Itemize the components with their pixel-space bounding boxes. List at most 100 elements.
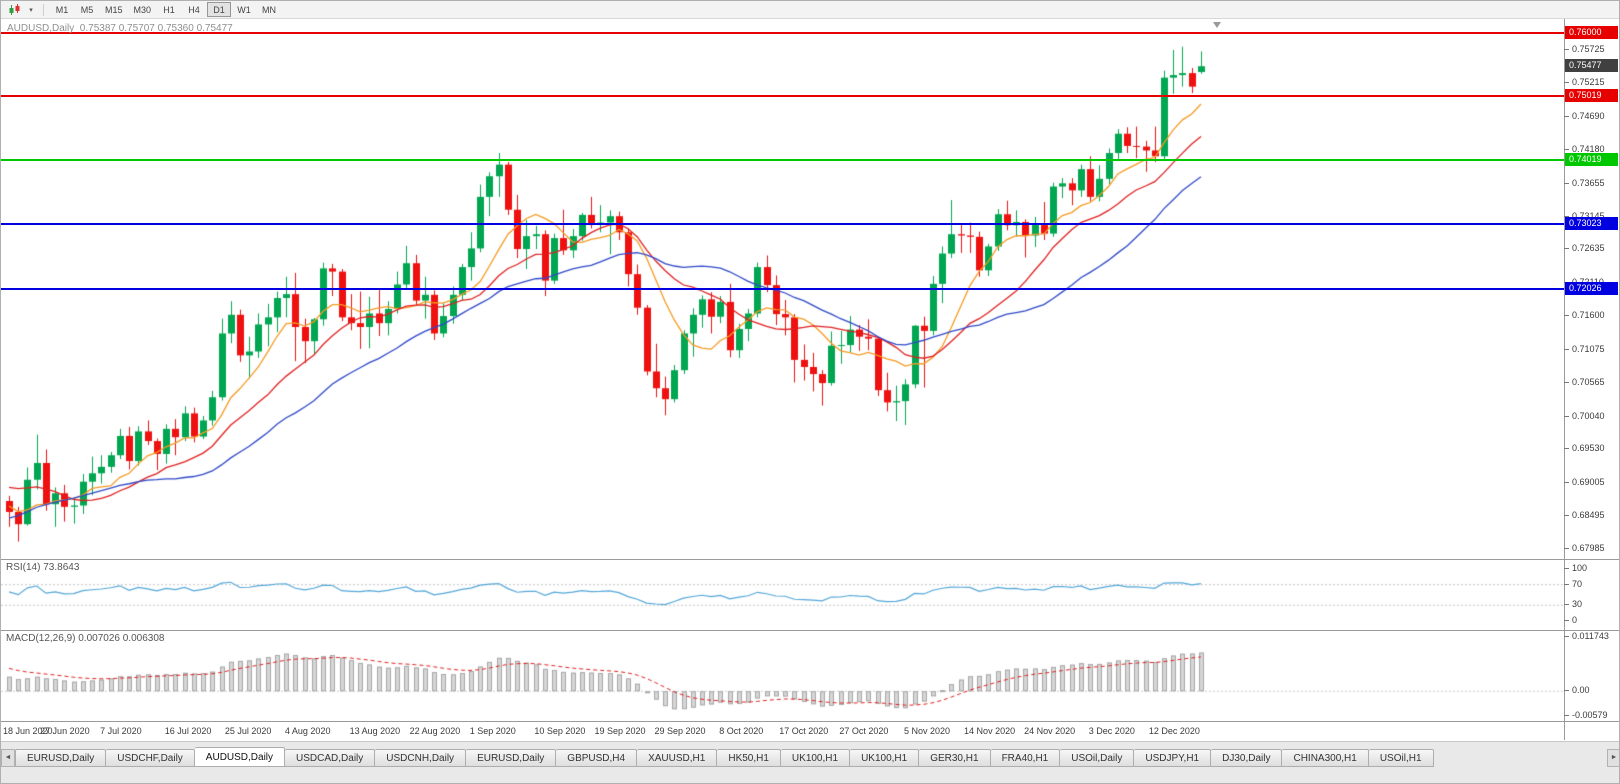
price-tick-label: 0.75725 bbox=[1564, 44, 1605, 55]
macd-scale-label: 0.00 bbox=[1564, 685, 1590, 696]
date-label: 5 Nov 2020 bbox=[904, 726, 951, 736]
date-axis[interactable]: 18 Jun 2020 27 Jun 2020 7 Jul 2020 16 Jul 2… bbox=[1, 722, 1564, 740]
date-label: 24 Nov 2020 bbox=[1024, 726, 1076, 736]
price-tick-label: 0.74180 bbox=[1564, 143, 1605, 154]
chart-tab-dj30-daily[interactable]: DJ30,Daily bbox=[1211, 749, 1283, 767]
panel-separator[interactable] bbox=[1, 630, 1619, 631]
chart-tab-audusd-daily[interactable]: AUDUSD,Daily bbox=[194, 747, 286, 767]
rsi-panel[interactable]: RSI(14) 73.8643 bbox=[1, 560, 1564, 630]
date-label: 7 Jul 2020 bbox=[100, 726, 142, 736]
charts-bar: ◄ EURUSD,Daily USDCHF,Daily AUDUSD,Daily US… bbox=[1, 741, 1619, 783]
timeframe-button-m30[interactable]: M30 bbox=[129, 2, 157, 17]
date-label: 14 Nov 2020 bbox=[964, 726, 1016, 736]
timeframe-button-d1[interactable]: D1 bbox=[207, 2, 232, 17]
date-label: 22 Aug 2020 bbox=[409, 726, 461, 736]
date-label: 8 Oct 2020 bbox=[719, 726, 764, 736]
tabs-row: ◄ EURUSD,Daily USDCHF,Daily AUDUSD,Daily US… bbox=[1, 747, 1619, 767]
date-label: 3 Dec 2020 bbox=[1088, 726, 1135, 736]
toolbar-separator bbox=[43, 3, 44, 16]
chart-tab-usdcnh-daily[interactable]: USDCNH,Daily bbox=[375, 749, 467, 767]
date-label: 25 Jul 2020 bbox=[224, 726, 272, 736]
chart-tab-xauusd-h1[interactable]: XAUUSD,H1 bbox=[637, 749, 718, 767]
chart-tab-uk100-h1[interactable]: UK100,H1 bbox=[780, 749, 851, 767]
main-chart-panel[interactable]: AUDUSD,Daily 0.75387 0.75707 0.75360 0.7… bbox=[1, 19, 1564, 559]
date-label: 13 Aug 2020 bbox=[349, 726, 401, 736]
rsi-level-label: 30 bbox=[1563, 599, 1583, 610]
chart-tab-ger30-h1[interactable]: GER30,H1 bbox=[919, 749, 991, 767]
chart-type-dropdown-caret-icon[interactable]: ▾ bbox=[25, 2, 37, 17]
price-level-badge-0-74019: 0.74019 bbox=[1565, 153, 1618, 167]
timeframe-button-m15[interactable]: M15 bbox=[100, 2, 128, 17]
chart-tab-usoil-daily[interactable]: USOil,Daily bbox=[1060, 749, 1135, 767]
price-tick-label: 0.70040 bbox=[1564, 410, 1605, 421]
price-tick-label: 0.67985 bbox=[1564, 543, 1605, 553]
price-tick-label: 0.74690 bbox=[1564, 110, 1605, 121]
hline-0-76000[interactable] bbox=[1, 31, 1564, 34]
chart-tab-eurusd-daily[interactable]: EURUSD,Daily bbox=[15, 749, 107, 767]
chart-tab-uk100-h1[interactable]: UK100,H1 bbox=[850, 749, 920, 767]
timeframe-button-mn[interactable]: MN bbox=[257, 2, 281, 17]
timeframe-button-h1[interactable]: H1 bbox=[157, 2, 181, 17]
date-label: 18 Jun 2020 bbox=[3, 726, 53, 736]
date-label: 27 Jun 2020 bbox=[40, 726, 90, 736]
date-label: 12 Dec 2020 bbox=[1148, 726, 1200, 736]
macd-label: MACD(12,26,9) 0.007026 0.006308 bbox=[6, 633, 165, 644]
chart-tab-usdcad-daily[interactable]: USDCAD,Daily bbox=[285, 749, 376, 767]
chart-tab-gbpusd-h4[interactable]: GBPUSD,H4 bbox=[556, 749, 638, 767]
chart-header: AUDUSD,Daily 0.75387 0.75707 0.75360 0.7… bbox=[7, 23, 233, 34]
timeframe-group: M1 M5 M15 M30 H1 H4 D1 W1 MN bbox=[50, 2, 281, 17]
price-tick-label: 0.71075 bbox=[1564, 343, 1605, 354]
rsi-canvas[interactable] bbox=[1, 560, 1564, 630]
rsi-axis[interactable]: 100 70 30 0 bbox=[1563, 560, 1619, 630]
date-label: 27 Oct 2020 bbox=[839, 726, 889, 736]
price-tick-label: 0.72635 bbox=[1564, 243, 1605, 254]
price-tick-label: 0.75215 bbox=[1564, 77, 1605, 88]
tab-scroll-left-icon[interactable]: ◄ bbox=[1, 749, 15, 767]
tab-scroll-right-icon[interactable]: ► bbox=[1607, 749, 1619, 767]
axis-separator bbox=[1564, 19, 1565, 740]
hline-0-74019[interactable] bbox=[1, 159, 1564, 162]
date-label: 1 Sep 2020 bbox=[469, 726, 516, 736]
hline-0-73023[interactable] bbox=[1, 223, 1564, 226]
date-label: 19 Sep 2020 bbox=[594, 726, 646, 736]
price-level-badge-0-72026: 0.72026 bbox=[1565, 281, 1618, 295]
chart-tab-usdjpy-h1[interactable]: USDJPY,H1 bbox=[1134, 749, 1212, 767]
timeframe-button-w1[interactable]: W1 bbox=[232, 2, 256, 17]
chart-tab-eurusd-daily[interactable]: EURUSD,Daily bbox=[466, 749, 557, 767]
price-level-badge-0-76000: 0.76000 bbox=[1565, 25, 1618, 39]
macd-canvas[interactable] bbox=[1, 631, 1564, 721]
rsi-level-label: 70 bbox=[1563, 578, 1583, 589]
date-label: 16 Jul 2020 bbox=[164, 726, 212, 736]
price-tick-label: 0.73655 bbox=[1564, 177, 1605, 188]
price-axis[interactable]: 0.75725 0.75215 0.74690 0.74180 0.73655 0.731… bbox=[1564, 19, 1619, 559]
rsi-level-label: 100 bbox=[1563, 563, 1588, 574]
timeframe-button-m5[interactable]: M5 bbox=[75, 2, 99, 17]
hline-0-72026[interactable] bbox=[1, 287, 1564, 290]
date-label: 29 Sep 2020 bbox=[654, 726, 706, 736]
price-tick-label: 0.71600 bbox=[1564, 310, 1605, 321]
hline-0-75019[interactable] bbox=[1, 94, 1564, 97]
chart-tab-usoil-h1[interactable]: USOil,H1 bbox=[1368, 749, 1434, 767]
chart-tab-hk50-h1[interactable]: HK50,H1 bbox=[717, 749, 781, 767]
macd-scale-label: -0.00579 bbox=[1564, 710, 1608, 720]
chart-tab-fra40-h1[interactable]: FRA40,H1 bbox=[990, 749, 1061, 767]
chart-shift-marker bbox=[1213, 22, 1221, 28]
panel-separator[interactable] bbox=[1, 721, 1619, 722]
panel-separator[interactable] bbox=[1, 559, 1619, 560]
timeframe-button-h4[interactable]: H4 bbox=[182, 2, 206, 17]
price-tick-label: 0.73145 bbox=[1564, 210, 1605, 221]
timeframe-button-m1[interactable]: M1 bbox=[50, 2, 74, 17]
date-label: 10 Sep 2020 bbox=[534, 726, 586, 736]
chart-type-button[interactable] bbox=[5, 2, 24, 17]
rsi-label: RSI(14) 73.8643 bbox=[6, 562, 80, 573]
macd-panel[interactable]: MACD(12,26,9) 0.007026 0.006308 bbox=[1, 631, 1564, 721]
chart-tab-china300-h1[interactable]: CHINA300,H1 bbox=[1282, 749, 1369, 767]
macd-axis[interactable]: 0.011743 0.00 -0.00579 bbox=[1564, 631, 1619, 721]
chart-tab-usdchf-daily[interactable]: USDCHF,Daily bbox=[106, 749, 195, 767]
current-price-badge: 0.75477 bbox=[1565, 59, 1618, 73]
price-level-badge-0-73023: 0.73023 bbox=[1565, 217, 1618, 231]
price-tick-label: 0.69005 bbox=[1564, 477, 1605, 488]
date-label: 4 Aug 2020 bbox=[284, 726, 331, 736]
chart-tabs: EURUSD,Daily USDCHF,Daily AUDUSD,Daily USDC… bbox=[15, 747, 1607, 767]
